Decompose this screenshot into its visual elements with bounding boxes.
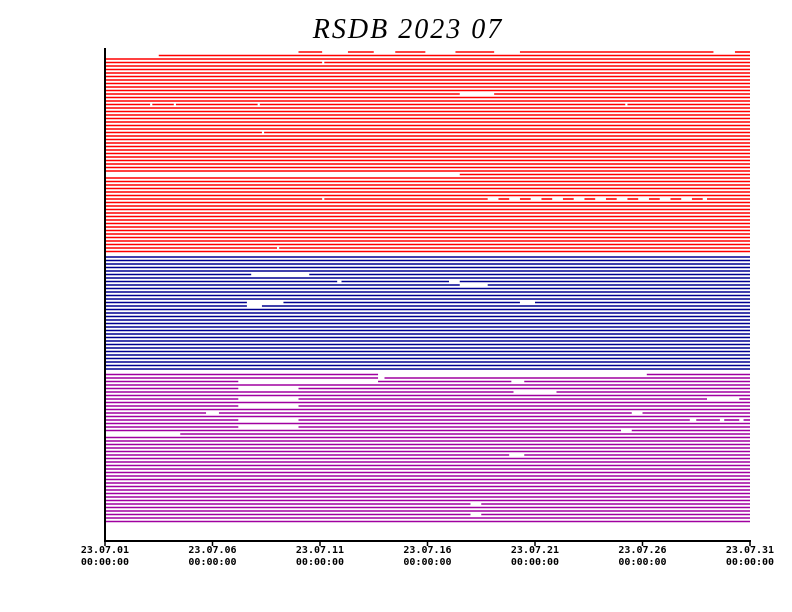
x-tick-label: 00:00:00 (403, 557, 451, 568)
x-tick-label: 00:00:00 (511, 557, 559, 568)
x-tick-label: 00:00:00 (726, 557, 774, 568)
plot-area (105, 51, 750, 523)
x-tick-label: 00:00:00 (618, 557, 666, 568)
x-tick-label: 23.07.26 (618, 545, 666, 556)
x-tick-label: 23.07.06 (188, 545, 236, 556)
x-tick-label: 00:00:00 (296, 557, 344, 568)
chart-title: RSDB 2023 07 (312, 14, 503, 45)
x-tick-label: 23.07.31 (726, 545, 774, 556)
x-tick-label: 00:00:00 (188, 557, 236, 568)
x-tick-label: 23.07.11 (296, 545, 344, 556)
x-tick-label: 00:00:00 (81, 557, 129, 568)
x-tick-label: 23.07.16 (403, 545, 451, 556)
x-tick-label: 23.07.01 (81, 545, 129, 556)
x-tick-label: 23.07.21 (511, 545, 559, 556)
